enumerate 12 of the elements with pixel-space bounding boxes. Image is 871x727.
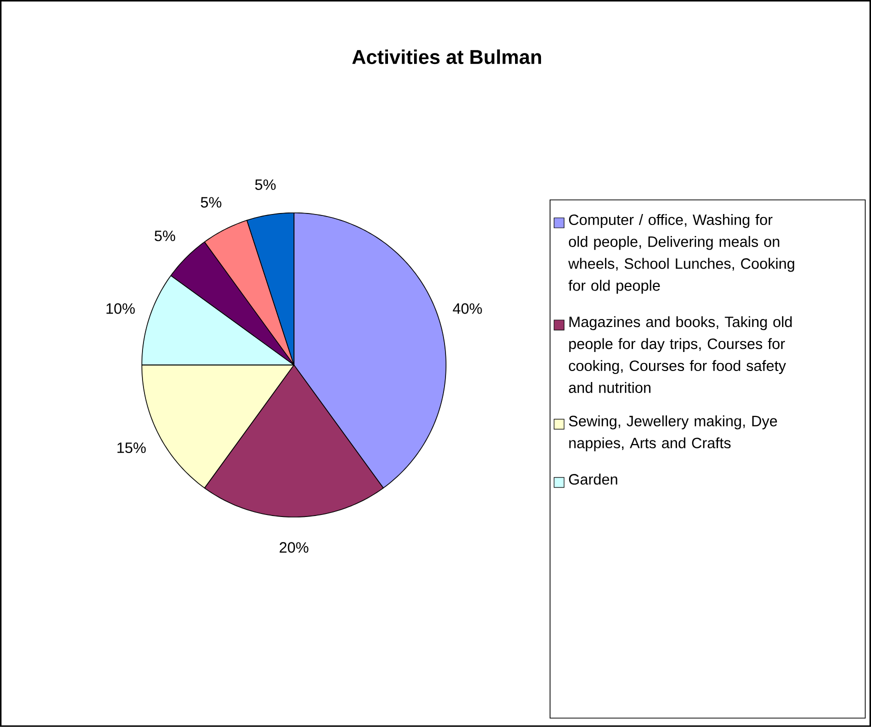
legend-label: Sewing, Jewellery making, Dye nappies, Arts and Crafts — [568, 415, 777, 452]
data-label: 10% — [106, 303, 135, 314]
data-label: 20% — [280, 542, 308, 553]
legend-label: Computer / office, Washing for old people, Delivering meals on wheels, School Lunches, Cooking for old people — [568, 214, 794, 294]
chart-title: Activities at Bulman — [352, 50, 542, 64]
data-label: 5% — [255, 179, 276, 190]
data-label: 5% — [200, 197, 222, 208]
legend-label: Garden — [569, 474, 618, 485]
data-label: 15% — [117, 442, 146, 454]
data-label: 40% — [452, 303, 482, 314]
data-label: 5% — [154, 230, 176, 242]
legend-label: Magazines and books, Taking old people for day trips, Courses for cooking, Courses for food safety and nutrition — [568, 316, 792, 394]
